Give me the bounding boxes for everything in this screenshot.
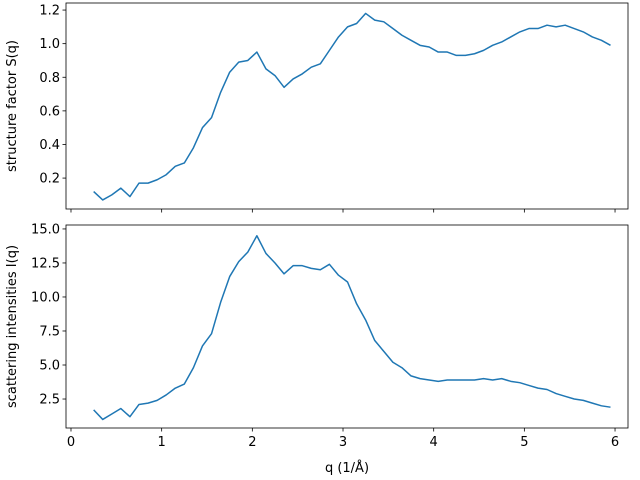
x-tick-label: 1 xyxy=(158,435,166,450)
y-axis-label: structure factor S(q) xyxy=(5,40,20,172)
y-tick-label: 7.5 xyxy=(39,324,60,339)
x-tick-label: 6 xyxy=(611,435,619,450)
y-tick-label: 1.2 xyxy=(39,4,60,19)
y-tick-label: 2.5 xyxy=(39,393,60,408)
y-tick-label: 0.6 xyxy=(39,104,60,119)
y-tick-label: 0.8 xyxy=(39,71,60,86)
x-axis-label: q (1/Å) xyxy=(325,460,369,476)
y-tick-label: 0.2 xyxy=(39,172,60,187)
x-tick-label: 3 xyxy=(339,435,347,450)
x-tick-label: 4 xyxy=(430,435,438,450)
y-tick-label: 10.0 xyxy=(31,290,60,305)
y-tick-label: 15.0 xyxy=(31,222,60,237)
data-line xyxy=(93,235,611,421)
y-tick-label: 5.0 xyxy=(39,359,60,374)
x-tick-label: 2 xyxy=(248,435,256,450)
y-tick-label: 1.0 xyxy=(39,37,60,52)
x-tick-label: 5 xyxy=(520,435,528,450)
axes-frame xyxy=(65,224,629,429)
y-axis-label: scattering intensities I(q) xyxy=(5,245,20,408)
y-tick-label: 0.4 xyxy=(39,138,60,153)
axes-frame xyxy=(65,2,629,210)
data-line xyxy=(93,12,611,201)
x-tick-label: 0 xyxy=(67,435,75,450)
y-tick-label: 12.5 xyxy=(31,256,60,271)
